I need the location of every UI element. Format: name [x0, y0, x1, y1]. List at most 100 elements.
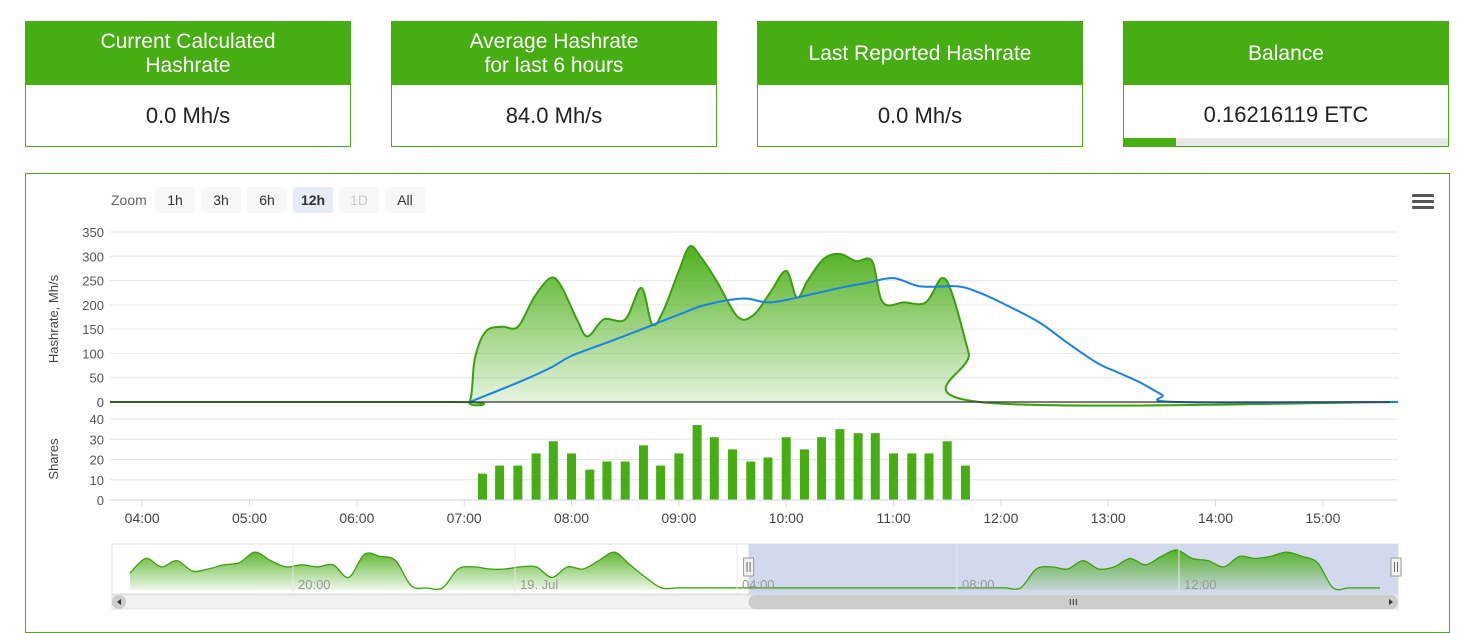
- zoom-button-label: 3h: [213, 192, 229, 208]
- shares-bar: [548, 441, 558, 500]
- shares-bar: [567, 453, 577, 500]
- zoom-label: Zoom: [111, 192, 147, 208]
- shares-bar: [942, 441, 952, 500]
- navigator-time-label: 20:00: [298, 577, 331, 592]
- shares-bar: [763, 457, 773, 500]
- shares-bar: [692, 425, 702, 500]
- hashrate-tick-label: 100: [82, 346, 104, 361]
- hashrate-tick-label: 200: [82, 298, 104, 313]
- card-balance: Balance 0.16216119 ETC: [1123, 21, 1449, 147]
- shares-bar: [746, 461, 756, 500]
- hashrate-tick-label: 150: [82, 322, 104, 337]
- navigator-left-handle[interactable]: [743, 557, 755, 577]
- zoom-button-label: 12h: [301, 192, 325, 208]
- shares-bar: [835, 429, 845, 500]
- hashrate-pane: 0 50 100 150 200 250 300 350: [82, 225, 1399, 410]
- shares-bar: [889, 453, 899, 500]
- shares-bar: [602, 461, 612, 500]
- time-tick-label: 04:00: [125, 510, 160, 526]
- time-tick-label: 12:00: [983, 510, 1018, 526]
- handle-body: [1390, 557, 1402, 577]
- time-tick-label: 05:00: [232, 510, 267, 526]
- shares-bar: [513, 465, 523, 500]
- zoom-button-1h[interactable]: 1h: [155, 187, 195, 213]
- zoom-button-all[interactable]: All: [385, 187, 425, 213]
- zoom-button-bg: [155, 187, 195, 213]
- navigator[interactable]: 20:00 19. Jul 04:00 08:00 12:00: [111, 543, 1402, 610]
- balance-progress-bar: [1124, 138, 1448, 146]
- time-tick-label: 08:00: [554, 510, 589, 526]
- time-tick-label: 09:00: [661, 510, 696, 526]
- shares-bar: [853, 433, 863, 500]
- navigator-time-label: 12:00: [1184, 577, 1217, 592]
- shares-bar: [799, 449, 809, 500]
- chevron-right-icon: [1389, 599, 1393, 605]
- shares-axis-label: Shares: [46, 438, 61, 480]
- zoom-button-bg: [293, 187, 333, 213]
- zoom-button-bg: [385, 187, 425, 213]
- shares-tick-label: 30: [90, 432, 104, 447]
- shares-bar: [638, 445, 648, 500]
- shares-bar: [924, 453, 934, 500]
- navigator-time-label: 04:00: [742, 577, 775, 592]
- shares-tick-label: 20: [90, 453, 104, 468]
- card-title: Balance: [1124, 22, 1448, 85]
- zoom-button-1d: 1D: [339, 187, 379, 213]
- card-title: Average Hashrate for last 6 hours: [392, 22, 716, 85]
- card-current-hashrate: Current Calculated Hashrate 0.0 Mh/s: [25, 21, 351, 147]
- shares-bar: [477, 473, 487, 500]
- shares-bar: [620, 461, 630, 500]
- hashrate-chart: Zoom 1h 3h 6h 12h 1D All 05010015020025030035…: [46, 187, 1434, 610]
- hashrate-tick-label: 0: [97, 395, 104, 410]
- hashrate-axis-label: Hashrate, Mh/s: [46, 274, 61, 363]
- time-tick-label: 15:00: [1305, 510, 1340, 526]
- chevron-left-icon: [117, 599, 121, 605]
- navigator-area-fill: [130, 550, 1380, 590]
- zoom-selector: Zoom 1h 3h 6h 12h 1D All: [111, 187, 425, 213]
- shares-bar: [656, 465, 666, 500]
- average-hashrate-line: [469, 277, 1399, 404]
- shares-pane: 0 10 20 30 40 04:00 05:00 06:00 07:00 08:00 09:00 1…: [90, 412, 1398, 526]
- card-title: Current Calculated Hashrate: [26, 22, 350, 85]
- card-value: 84.0 Mh/s: [505, 103, 603, 128]
- shares-bar: [674, 453, 684, 500]
- zoom-button-12h[interactable]: 12h: [293, 187, 333, 213]
- zoom-button-3h[interactable]: 3h: [201, 187, 241, 213]
- navigator-time-label: 19. Jul: [520, 577, 558, 592]
- time-tick-label: 07:00: [447, 510, 482, 526]
- zoom-button-bg: [201, 187, 241, 213]
- shares-tick-label: 10: [90, 473, 104, 488]
- shares-bar: [531, 453, 541, 500]
- shares-bar: [817, 437, 827, 500]
- zoom-button-label: All: [397, 192, 413, 208]
- zoom-button-6h[interactable]: 6h: [247, 187, 287, 213]
- zoom-button-label: 1D: [350, 192, 368, 208]
- navigator-time-label: 08:00: [962, 577, 995, 592]
- time-tick-label: 14:00: [1198, 510, 1233, 526]
- shares-bar: [960, 465, 970, 500]
- card-average-hashrate: Average Hashrate for last 6 hours 84.0 M…: [391, 21, 717, 147]
- handle-body: [743, 557, 755, 577]
- navigator-area-line: [129, 549, 1380, 591]
- hamburger-icon[interactable]: [1412, 194, 1434, 209]
- shares-bar: [585, 469, 595, 500]
- card-value: 0.16216119 ETC: [1203, 102, 1369, 127]
- time-tick-label: 11:00: [877, 510, 911, 526]
- hashrate-chart-panel: Zoom 1h 3h 6h 12h 1D All 0 50 100 150 200 250 300 35…: [25, 173, 1450, 633]
- balance-progress-fill: [1124, 138, 1176, 146]
- hashrate-area-line: [110, 245, 1399, 407]
- shares-bar: [907, 453, 917, 500]
- hashrate-tick-label: 300: [82, 249, 104, 264]
- shares-tick-label: 40: [90, 412, 104, 427]
- card-reported-hashrate: Last Reported Hashrate 0.0 Mh/s: [757, 21, 1083, 147]
- navigator-right-handle[interactable]: [1390, 557, 1402, 577]
- zoom-button-bg: [339, 187, 379, 213]
- card-value: 0.0 Mh/s: [877, 103, 963, 128]
- zoom-button-label: 1h: [167, 192, 183, 208]
- card-title: Last Reported Hashrate: [758, 22, 1082, 85]
- shares-tick-label: 0: [97, 493, 104, 508]
- zoom-button-bg: [247, 187, 287, 213]
- hashrate-tick-label: 250: [82, 274, 104, 289]
- zoom-button-label: 6h: [259, 192, 275, 208]
- time-tick-label: 13:00: [1091, 510, 1126, 526]
